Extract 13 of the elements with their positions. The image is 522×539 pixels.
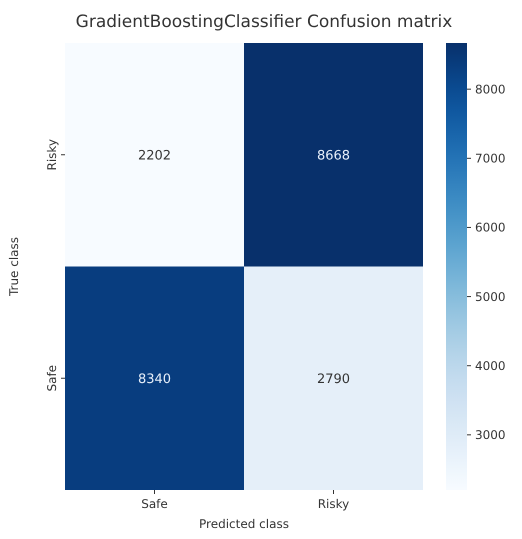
- color-bar-label: 4000: [475, 358, 506, 373]
- data-label: 2202: [138, 148, 172, 164]
- color-bar-label: 6000: [475, 220, 506, 235]
- data-label: 8668: [316, 148, 350, 164]
- data-label: 2790: [316, 372, 350, 387]
- y-axis-title: True class: [7, 236, 21, 298]
- color-bar-label: 5000: [475, 290, 506, 304]
- color-bar-label: 7000: [475, 152, 506, 166]
- x-axis-title: Predicted class: [199, 517, 289, 531]
- chart-title: GradientBoostingClassifier Confusion matrix: [76, 12, 452, 32]
- color-bar-label: 3000: [475, 428, 506, 442]
- color-bar-label: 8000: [475, 82, 506, 96]
- data-label: 8340: [138, 372, 172, 387]
